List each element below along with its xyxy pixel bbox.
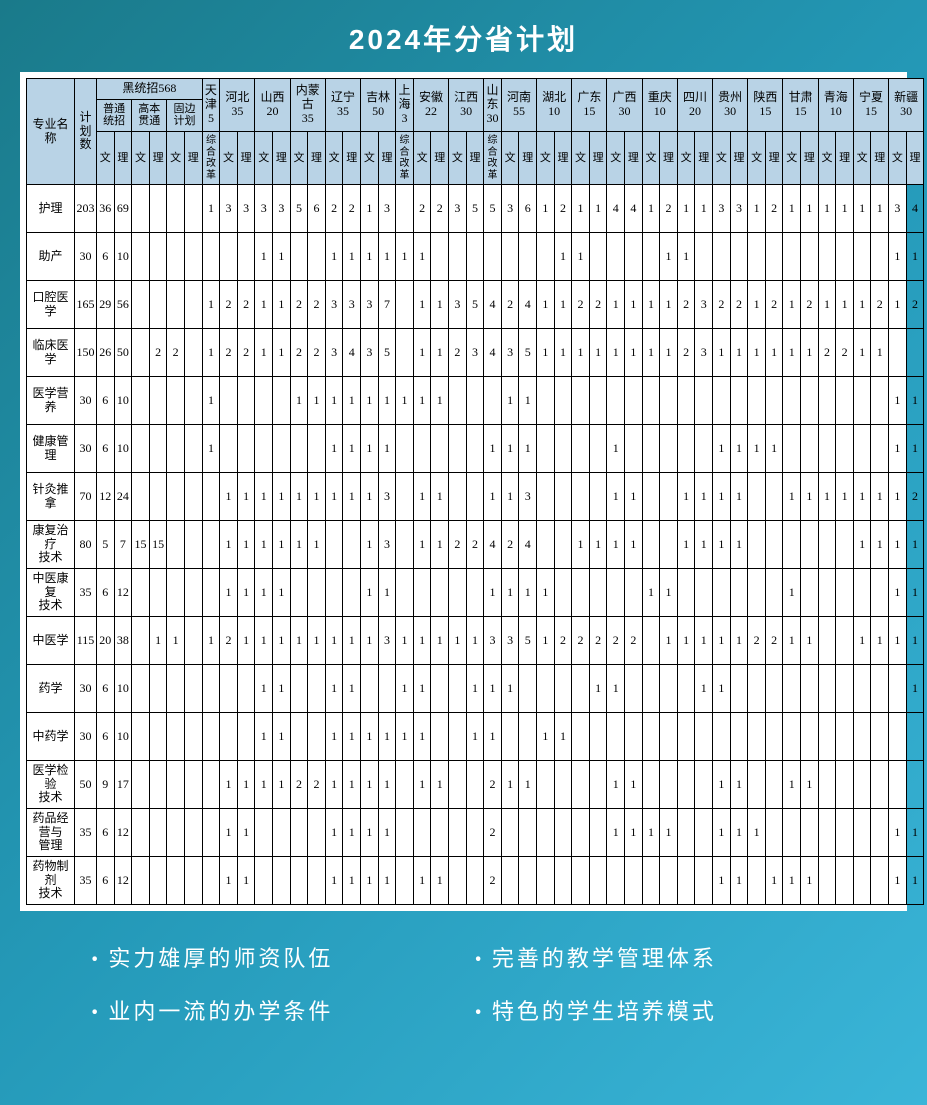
- table-row: 药学3061011111111111111: [27, 665, 924, 713]
- feature-item: 特色的学生培养模式: [474, 994, 838, 1029]
- plan-table: 专业名称计划数黑统招568天津5河北35山西20内蒙古35辽宁35吉林50上海3…: [26, 78, 924, 905]
- table-row: 中医学1152038111211111111311111335122222111…: [27, 617, 924, 665]
- table-row: 护理20336691333356221322355361211441211331…: [27, 185, 924, 233]
- table-row: 医学检验技术50917111122111111211111111: [27, 761, 924, 809]
- feature-item: 业内一流的办学条件: [90, 994, 454, 1029]
- page-title: 2024年分省计划: [0, 0, 927, 72]
- table-row: 口腔医学165295612211223337113542411221111232…: [27, 281, 924, 329]
- table-row: 中医康复技术3561211111111111111111: [27, 569, 924, 617]
- table-row: 临床医学150265022122112234351123435111111112…: [27, 329, 924, 377]
- table-row: 康复治疗技术8057151511111113112242411111111111…: [27, 521, 924, 569]
- table-row: 医学营养3061011111111111111: [27, 377, 924, 425]
- feature-item: 实力雄厚的师资队伍: [90, 941, 454, 976]
- table-row: 健康管理30610111111111111111: [27, 425, 924, 473]
- plan-table-wrap: 专业名称计划数黑统招568天津5河北35山西20内蒙古35辽宁35吉林50上海3…: [20, 72, 907, 911]
- table-row: 针灸推拿70122411111111131111311111111111112: [27, 473, 924, 521]
- table-row: 药物制剂技术356121111111121111111: [27, 857, 924, 905]
- table-row: 药品经营与管理356121111112111111111: [27, 809, 924, 857]
- features: 实力雄厚的师资队伍 完善的教学管理体系 业内一流的办学条件 特色的学生培养模式: [0, 941, 927, 1029]
- table-row: 助产3061011111111111111: [27, 233, 924, 281]
- table-row: 中药学30610111111111111: [27, 713, 924, 761]
- feature-item: 完善的教学管理体系: [474, 941, 838, 976]
